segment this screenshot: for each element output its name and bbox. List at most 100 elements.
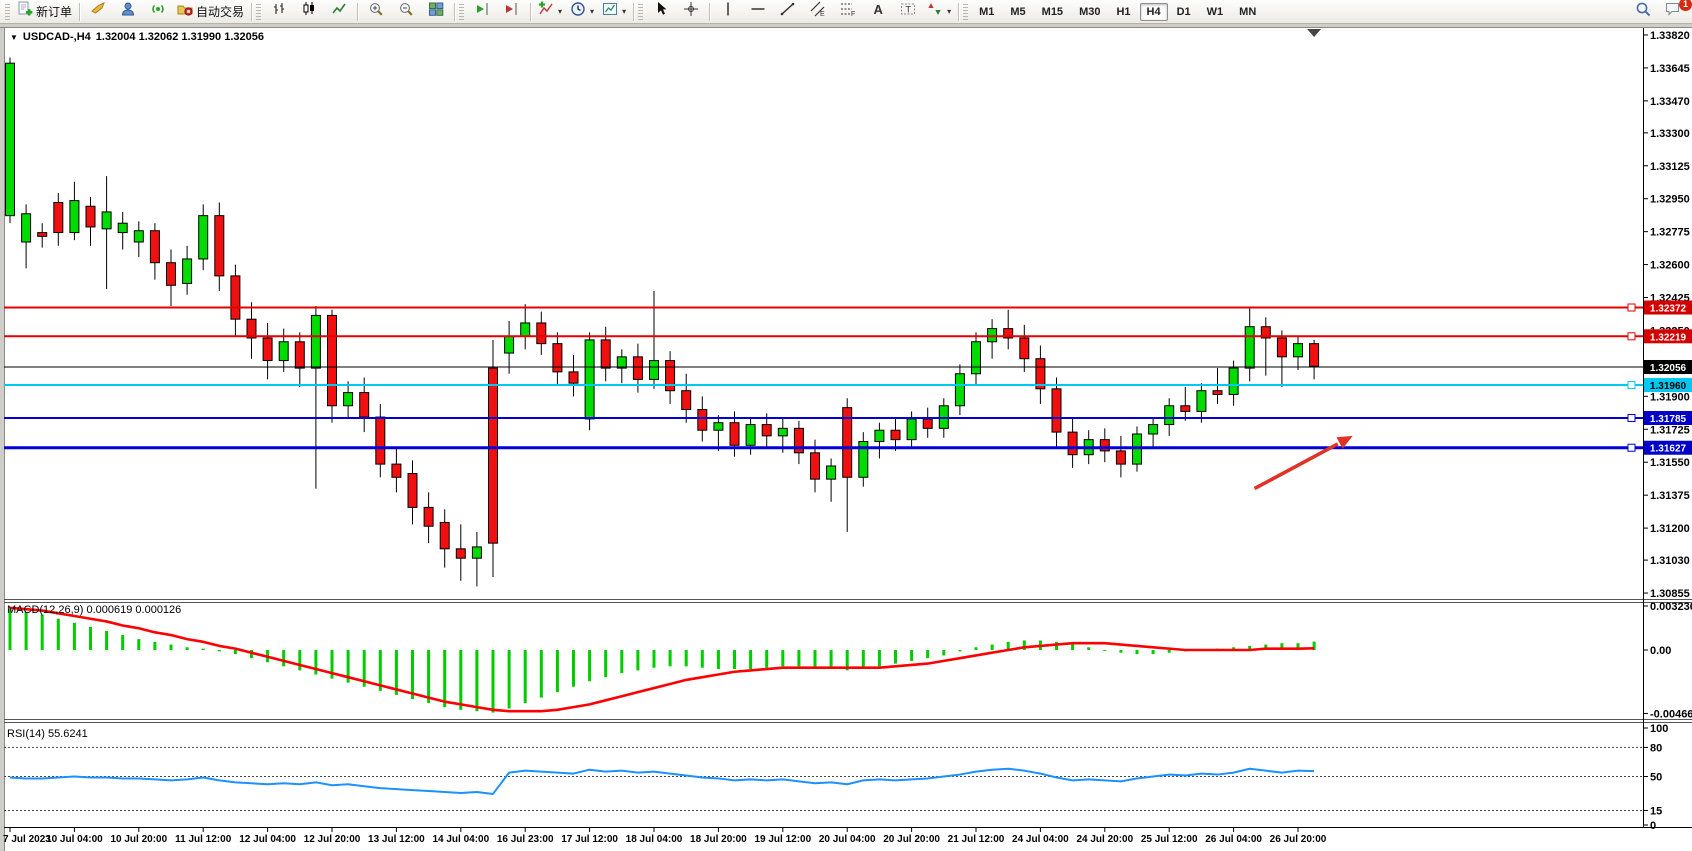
macd-histogram-bar <box>733 649 736 670</box>
line-handle <box>1627 332 1636 341</box>
svg-text:1.32950: 1.32950 <box>1650 194 1690 206</box>
tf-button-m30[interactable]: M30 <box>1079 5 1101 18</box>
macd-histogram-bar <box>394 649 398 695</box>
ohlc-values: 1.32004 1.32062 1.31990 1.32056 <box>95 31 264 43</box>
search-icon <box>1635 1 1651 22</box>
macd-histogram-bar <box>1312 641 1316 650</box>
resistance-line-2[interactable]: 1.32219 <box>4 329 1692 344</box>
toolbar-grip[interactable] <box>638 3 644 20</box>
text-tool-button[interactable]: A <box>863 1 893 23</box>
tf-button-mn[interactable]: MN <box>1239 5 1257 18</box>
tf-button-w1[interactable]: W1 <box>1206 5 1224 18</box>
chat-button[interactable]: 1 <box>1658 0 1692 23</box>
chat-icon <box>1665 1 1682 22</box>
toolbar-grip[interactable] <box>5 3 10 20</box>
tile-windows-button[interactable] <box>421 1 451 23</box>
tf-button-h1[interactable]: H1 <box>1116 5 1131 18</box>
time-axis[interactable] <box>4 828 1644 851</box>
svg-text:E: E <box>820 11 825 17</box>
line-handle <box>1627 303 1636 312</box>
channel-button[interactable]: E <box>803 1 833 23</box>
candle-down <box>1035 358 1046 390</box>
toolbar-separator <box>633 2 635 21</box>
svg-text:12 Jul 20:00: 12 Jul 20:00 <box>304 834 361 845</box>
line-chart-button[interactable] <box>324 1 354 23</box>
macd-histogram-bar <box>555 649 559 693</box>
macd-histogram-bar <box>716 649 720 670</box>
macd-histogram-bar <box>475 649 479 712</box>
macd-histogram-bar <box>636 649 640 671</box>
cursor-button[interactable] <box>646 1 676 23</box>
vertical-line-button[interactable] <box>713 1 743 23</box>
label-tool-button[interactable]: T <box>893 1 923 23</box>
macd-histogram-bar <box>797 649 801 667</box>
periods-button[interactable]: ▾ <box>566 1 598 23</box>
chart-shift-marker[interactable] <box>1307 29 1322 37</box>
candle-up <box>21 213 32 243</box>
zoom-in-button[interactable] <box>361 1 391 23</box>
trend-arrow-annotation[interactable] <box>1253 435 1353 491</box>
candle-down <box>568 371 579 384</box>
horizontal-line-button[interactable] <box>743 1 773 23</box>
macd-histogram-bar <box>1022 640 1026 650</box>
tf-button-h4[interactable]: H4 <box>1139 2 1168 21</box>
support-line-3[interactable]: 1.31627 <box>4 440 1692 455</box>
trendline-button[interactable] <box>773 1 803 23</box>
support-line-1[interactable]: 1.31960 <box>4 378 1692 393</box>
chart-shift-button[interactable] <box>497 1 527 23</box>
macd-histogram-bar <box>362 649 366 687</box>
candle-up <box>616 356 627 369</box>
symbol-dropdown-icon[interactable]: ▼ <box>10 32 18 42</box>
price-axis[interactable] <box>1644 28 1692 827</box>
clock-icon <box>570 1 586 22</box>
macd-histogram-bar <box>233 649 237 655</box>
candle-down <box>423 506 434 527</box>
candle-up <box>826 465 837 480</box>
tf-button-m1[interactable]: M1 <box>979 5 995 18</box>
tf-button-m15[interactable]: M15 <box>1041 5 1064 18</box>
crosshair-button[interactable] <box>676 1 706 23</box>
candle-chart-button[interactable] <box>294 1 324 23</box>
toolbar-separator <box>530 2 532 21</box>
tf-button-d1[interactable]: D1 <box>1176 5 1191 18</box>
resistance-line-1[interactable]: 1.32372 <box>4 300 1692 315</box>
svg-text:0.003236: 0.003236 <box>1650 601 1692 613</box>
announce-button[interactable] <box>83 1 113 23</box>
price-badge <box>1644 378 1692 393</box>
candle-up <box>520 322 531 337</box>
toolbar-grip[interactable] <box>459 3 465 20</box>
chevron-down-icon: ▾ <box>590 7 595 16</box>
macd-histogram-bar <box>1087 647 1091 650</box>
candle-up <box>584 339 595 420</box>
macd-histogram-bar <box>201 648 205 650</box>
search-button[interactable] <box>1628 1 1658 23</box>
trendline-icon <box>780 1 796 22</box>
toolbar-grip[interactable] <box>963 3 969 20</box>
macd-histogram-bar <box>443 649 447 708</box>
candle-up <box>504 335 515 354</box>
signals-button[interactable] <box>143 1 173 23</box>
macd-histogram-bar <box>8 609 12 650</box>
auto-scroll-button[interactable] <box>467 1 497 23</box>
accounts-button[interactable] <box>113 1 143 23</box>
new-order-button[interactable]: 新订单 <box>13 1 76 23</box>
macd-histogram-bar <box>1071 644 1075 650</box>
support-line-2[interactable]: 1.31785 <box>4 410 1692 425</box>
macd-histogram-bar <box>1167 649 1171 653</box>
candle-chart-icon <box>301 1 317 22</box>
fibonacci-button[interactable]: F <box>833 1 863 23</box>
tf-button-m5[interactable]: M5 <box>1010 5 1026 18</box>
svg-text:7 Jul 2023: 7 Jul 2023 <box>3 834 51 845</box>
arrows-tool-button[interactable]: ▾ <box>923 1 955 23</box>
bar-chart-button[interactable] <box>264 1 294 23</box>
templates-button[interactable]: ▾ <box>598 1 630 23</box>
zoom-out-button[interactable] <box>391 1 421 23</box>
candle-up <box>198 215 209 260</box>
svg-text:1.31030: 1.31030 <box>1650 555 1690 567</box>
svg-text:-0.004667: -0.004667 <box>1650 708 1692 720</box>
macd-histogram-bar <box>990 644 994 650</box>
toolbar-grip[interactable] <box>256 3 262 20</box>
indicators-button[interactable]: ▾ <box>534 1 566 23</box>
auto-trading-button[interactable]: 自动交易 <box>173 1 248 23</box>
